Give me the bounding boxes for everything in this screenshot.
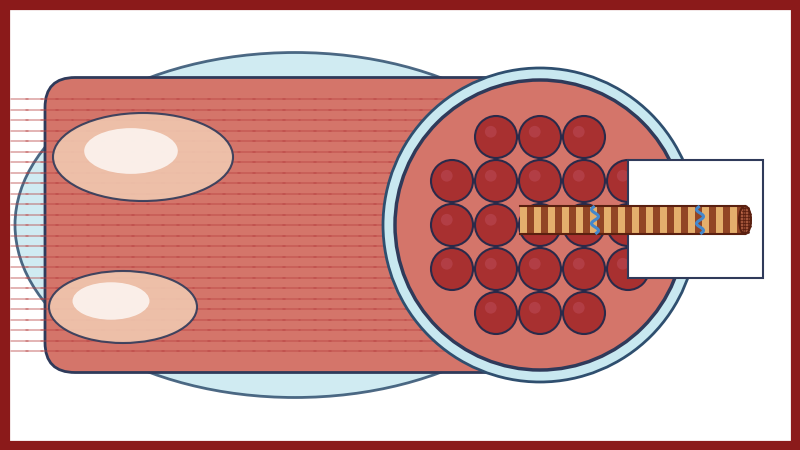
Bar bbox=[534, 207, 541, 233]
Circle shape bbox=[573, 126, 585, 138]
Circle shape bbox=[617, 170, 629, 182]
Ellipse shape bbox=[84, 128, 178, 174]
Circle shape bbox=[441, 258, 453, 270]
Circle shape bbox=[529, 126, 541, 138]
Bar bbox=[569, 207, 576, 233]
Bar bbox=[520, 207, 527, 233]
Circle shape bbox=[607, 160, 649, 202]
Bar bbox=[716, 207, 723, 233]
Circle shape bbox=[529, 302, 541, 314]
Circle shape bbox=[573, 214, 585, 225]
Bar bbox=[646, 207, 653, 233]
Ellipse shape bbox=[53, 113, 233, 201]
Circle shape bbox=[485, 170, 497, 182]
Circle shape bbox=[383, 68, 697, 382]
Circle shape bbox=[475, 116, 517, 158]
Circle shape bbox=[563, 204, 605, 246]
Bar bbox=[555, 207, 562, 233]
Bar bbox=[590, 207, 597, 233]
Circle shape bbox=[607, 204, 649, 246]
Bar bbox=[723, 207, 730, 233]
Bar bbox=[730, 207, 737, 233]
Bar bbox=[583, 207, 590, 233]
Bar bbox=[576, 207, 583, 233]
Circle shape bbox=[563, 292, 605, 334]
Circle shape bbox=[573, 258, 585, 270]
Bar bbox=[628, 160, 763, 278]
Circle shape bbox=[475, 204, 517, 246]
Circle shape bbox=[475, 248, 517, 290]
Bar bbox=[681, 207, 688, 233]
Ellipse shape bbox=[73, 282, 150, 319]
Bar bbox=[695, 207, 702, 233]
Circle shape bbox=[519, 292, 561, 334]
Ellipse shape bbox=[739, 206, 751, 234]
Bar bbox=[548, 207, 555, 233]
Bar bbox=[625, 207, 632, 233]
Bar bbox=[541, 207, 548, 233]
Circle shape bbox=[519, 160, 561, 202]
Bar bbox=[618, 207, 625, 233]
Circle shape bbox=[519, 116, 561, 158]
Circle shape bbox=[475, 292, 517, 334]
Bar bbox=[653, 207, 660, 233]
Circle shape bbox=[431, 204, 473, 246]
Circle shape bbox=[485, 258, 497, 270]
Bar bbox=[737, 207, 744, 233]
Circle shape bbox=[529, 214, 541, 225]
Circle shape bbox=[485, 214, 497, 225]
Bar bbox=[562, 207, 569, 233]
Circle shape bbox=[563, 160, 605, 202]
Circle shape bbox=[617, 214, 629, 225]
Bar bbox=[674, 207, 681, 233]
Circle shape bbox=[573, 302, 585, 314]
Circle shape bbox=[529, 170, 541, 182]
Bar bbox=[639, 207, 646, 233]
Bar bbox=[527, 207, 534, 233]
Circle shape bbox=[395, 80, 685, 370]
Circle shape bbox=[617, 258, 629, 270]
Circle shape bbox=[563, 248, 605, 290]
Bar bbox=[520, 206, 745, 234]
Circle shape bbox=[573, 170, 585, 182]
Circle shape bbox=[475, 160, 517, 202]
Circle shape bbox=[441, 214, 453, 225]
Circle shape bbox=[431, 248, 473, 290]
Bar bbox=[604, 207, 611, 233]
Bar bbox=[611, 207, 618, 233]
Bar bbox=[702, 207, 709, 233]
Circle shape bbox=[485, 302, 497, 314]
Circle shape bbox=[431, 160, 473, 202]
Bar bbox=[597, 207, 604, 233]
Circle shape bbox=[519, 204, 561, 246]
Circle shape bbox=[529, 258, 541, 270]
Circle shape bbox=[485, 126, 497, 138]
Bar bbox=[632, 207, 639, 233]
Circle shape bbox=[441, 170, 453, 182]
Circle shape bbox=[519, 248, 561, 290]
Bar bbox=[688, 207, 695, 233]
Bar bbox=[709, 207, 716, 233]
FancyBboxPatch shape bbox=[45, 77, 545, 373]
Bar bbox=[667, 207, 674, 233]
Bar bbox=[744, 207, 745, 233]
Ellipse shape bbox=[49, 271, 197, 343]
Bar bbox=[660, 207, 667, 233]
Circle shape bbox=[607, 248, 649, 290]
Ellipse shape bbox=[15, 53, 575, 397]
Circle shape bbox=[563, 116, 605, 158]
